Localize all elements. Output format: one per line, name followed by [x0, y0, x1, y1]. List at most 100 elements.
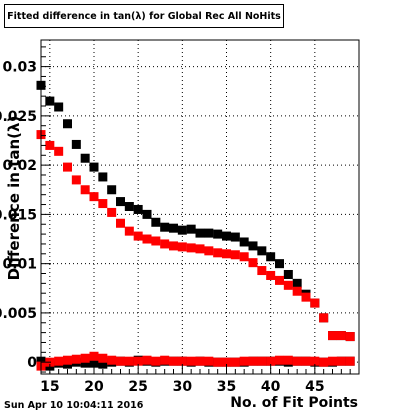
data-point-series-4 [292, 356, 302, 366]
data-point-series-4 [80, 353, 90, 363]
data-point-series-2 [54, 146, 64, 156]
data-point-series-2 [230, 250, 240, 260]
data-point-series-1 [186, 224, 196, 234]
chart-title: Fitted difference in tan(λ) for Global R… [4, 4, 284, 28]
data-point-series-2 [292, 286, 302, 296]
data-point-series-2 [301, 292, 311, 302]
data-point-series-2 [319, 313, 329, 323]
data-point-series-2 [248, 258, 258, 268]
data-point-series-1 [283, 269, 293, 279]
data-point-series-2 [142, 234, 152, 244]
data-point-series-2 [204, 246, 214, 256]
data-point-series-2 [169, 241, 178, 251]
data-point-series-4 [336, 356, 346, 366]
data-point-series-4 [186, 356, 196, 366]
data-point-series-4 [283, 355, 293, 365]
data-point-series-1 [142, 209, 152, 219]
data-point-series-4 [222, 357, 231, 367]
x-tick-label: 30 [173, 379, 193, 395]
data-point-series-2 [345, 332, 355, 342]
data-point-series-2 [195, 244, 205, 254]
data-point-series-1 [71, 139, 81, 149]
data-point-series-4 [89, 351, 99, 361]
data-point-series-1 [124, 202, 134, 212]
data-point-series-2 [45, 140, 55, 150]
data-point-series-1 [45, 96, 55, 106]
data-point-series-2 [310, 298, 320, 308]
data-point-series-1 [133, 204, 143, 214]
data-point-series-4 [71, 354, 81, 364]
data-point-series-1 [107, 185, 117, 195]
data-point-series-2 [239, 252, 249, 262]
data-point-series-4 [275, 355, 284, 365]
y-tick-label: 0.015 [0, 207, 37, 223]
x-tick-label: 40 [261, 379, 281, 395]
datestamp: Sun Apr 10 10:04:11 2016 [4, 400, 144, 411]
data-point-series-1 [266, 252, 276, 262]
data-point-series-2 [151, 236, 161, 246]
data-point-series-1 [89, 162, 99, 172]
data-point-series-1 [116, 197, 125, 207]
data-point-series-4 [63, 355, 72, 365]
data-point-series-2 [98, 199, 108, 209]
data-point-series-4 [133, 356, 143, 366]
data-point-series-4 [301, 356, 311, 366]
data-point-series-4 [213, 357, 223, 367]
data-point-series-2 [186, 243, 196, 253]
data-point-series-1 [257, 246, 267, 256]
data-point-series-4 [107, 355, 117, 365]
data-point-series-4 [319, 357, 329, 367]
plot-frame [40, 39, 360, 375]
data-point-series-2 [177, 242, 187, 252]
data-point-series-4 [177, 356, 187, 366]
data-point-series-1 [54, 102, 64, 112]
data-point-series-1 [169, 223, 178, 233]
data-point-series-2 [336, 331, 346, 341]
data-point-series-1 [160, 222, 170, 232]
data-point-series-4 [239, 356, 249, 366]
x-tick-label: 15 [40, 379, 59, 395]
data-point-series-1 [248, 241, 258, 251]
data-point-series-1 [98, 172, 108, 182]
data-markers [36, 80, 355, 371]
data-point-series-4 [257, 356, 267, 366]
data-point-series-4 [124, 356, 134, 366]
x-tick-label: 20 [84, 379, 104, 395]
data-point-series-1 [222, 231, 231, 241]
y-tick-label: 0.01 [2, 257, 37, 273]
data-point-series-2 [222, 249, 231, 259]
data-point-series-3 [89, 358, 99, 368]
data-point-series-2 [328, 331, 337, 341]
x-axis-label: No. of Fit Points [230, 395, 358, 411]
data-point-series-2 [213, 248, 223, 258]
data-point-series-4 [54, 356, 64, 366]
data-point-series-2 [124, 226, 134, 236]
data-point-series-3 [80, 358, 90, 368]
data-point-series-2 [107, 207, 117, 217]
y-tick-label: 0.03 [2, 60, 37, 76]
data-point-series-4 [230, 357, 240, 367]
y-tick-label: 0.005 [0, 306, 37, 322]
data-point-series-1 [213, 229, 223, 239]
data-point-series-1 [239, 237, 249, 247]
data-point-series-1 [292, 278, 302, 288]
data-point-series-4 [160, 355, 170, 365]
data-point-series-1 [204, 228, 214, 238]
data-point-series-4 [116, 356, 125, 366]
x-tick-label: 25 [128, 379, 147, 395]
y-tick-label: 0 [27, 355, 37, 371]
y-tick-label: 0.025 [0, 109, 37, 125]
data-point-series-2 [80, 185, 90, 195]
data-point-series-4 [98, 353, 108, 363]
data-point-series-2 [160, 239, 170, 249]
data-point-series-2 [266, 270, 276, 280]
data-point-series-2 [283, 280, 293, 290]
data-point-series-2 [63, 162, 72, 172]
y-axis-label: Difference in tan(λ) [5, 115, 23, 281]
data-point-series-4 [310, 356, 320, 366]
data-point-series-4 [266, 356, 276, 366]
data-point-series-2 [116, 218, 125, 228]
data-point-series-4 [151, 356, 161, 366]
y-tick-label: 0.02 [2, 158, 37, 174]
data-point-series-3 [98, 359, 108, 369]
